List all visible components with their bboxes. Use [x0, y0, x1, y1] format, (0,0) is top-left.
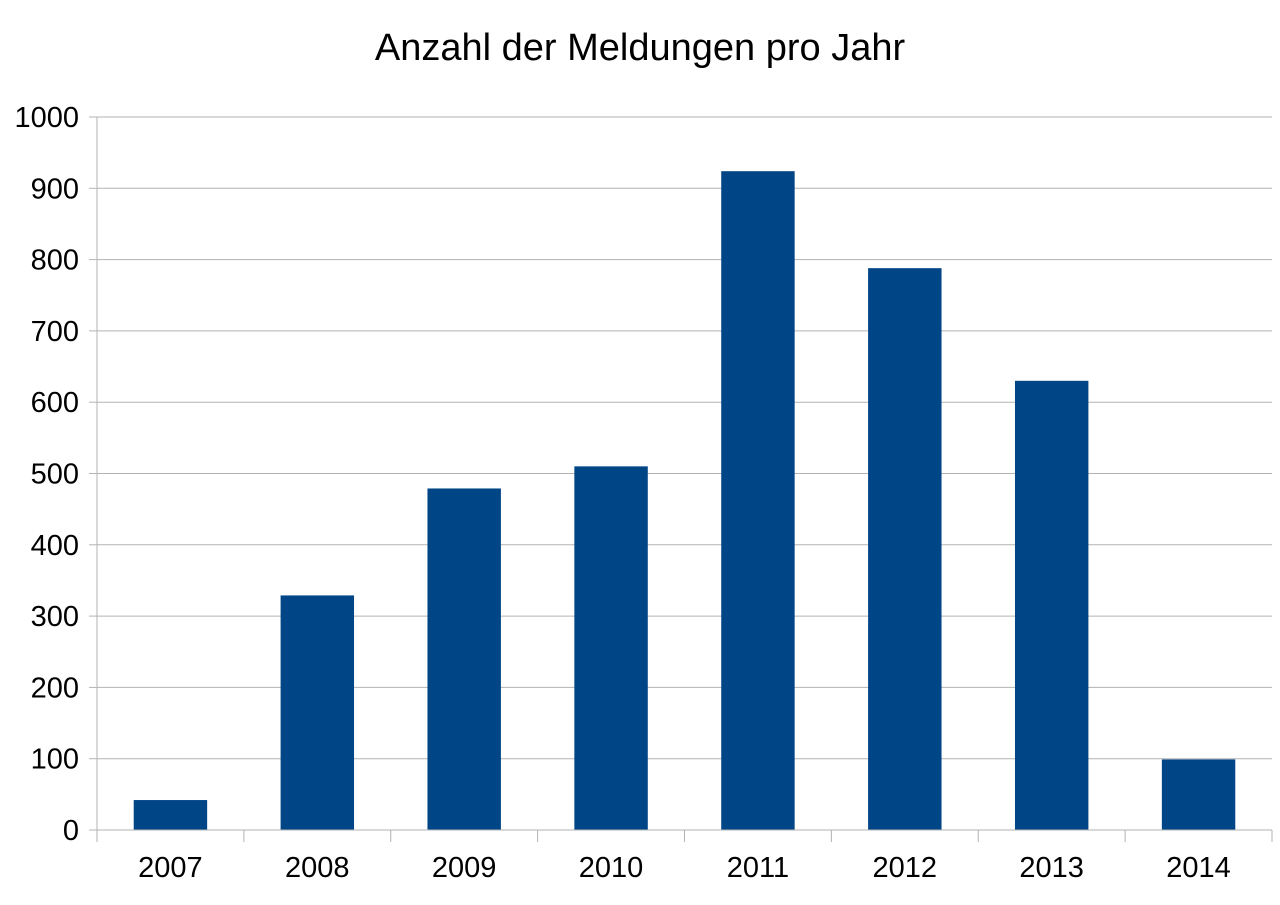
x-tick-label: 2012 — [873, 852, 938, 884]
x-tick-label: 2007 — [138, 852, 203, 884]
x-tick-label: 2008 — [285, 852, 350, 884]
chart-title: Anzahl der Meldungen pro Jahr — [375, 27, 906, 69]
x-tick-label: 2013 — [1019, 852, 1084, 884]
x-tick-label: 2009 — [432, 852, 497, 884]
axes — [89, 116, 1273, 842]
bar-2007 — [133, 800, 208, 830]
bar-2011 — [721, 171, 795, 831]
y-tick-label: 200 — [31, 672, 79, 704]
y-tick-label: 600 — [31, 387, 79, 419]
y-tick-label: 100 — [31, 744, 79, 776]
y-tick-label: 900 — [31, 173, 79, 205]
x-tick-label: 2014 — [1166, 852, 1231, 884]
bar-2012 — [868, 268, 942, 830]
bar-2014 — [1161, 759, 1236, 830]
x-tick-label: 2010 — [579, 852, 644, 884]
bar-2009 — [427, 488, 501, 830]
y-tick-label: 0 — [63, 815, 79, 847]
bar-2010 — [574, 466, 648, 830]
y-tick-label: 800 — [31, 245, 79, 277]
y-tick-label: 400 — [31, 530, 79, 562]
bars — [133, 171, 1236, 831]
y-tick-label: 1000 — [14, 102, 79, 134]
y-tick-label: 700 — [31, 316, 79, 348]
x-tick-label: 2011 — [727, 852, 789, 884]
y-axis-tick-labels: 0 100 200 300 400 500 600 700 800 900 1000 — [14, 102, 79, 847]
y-tick-label: 500 — [31, 459, 79, 491]
bar-2008 — [280, 595, 355, 830]
gridlines — [97, 116, 1272, 760]
x-axis-tick-labels: 2007 2008 2009 2010 2011 2012 2013 2014 — [138, 852, 1231, 884]
bar-2013 — [1014, 380, 1089, 830]
y-tick-label: 300 — [31, 601, 79, 633]
